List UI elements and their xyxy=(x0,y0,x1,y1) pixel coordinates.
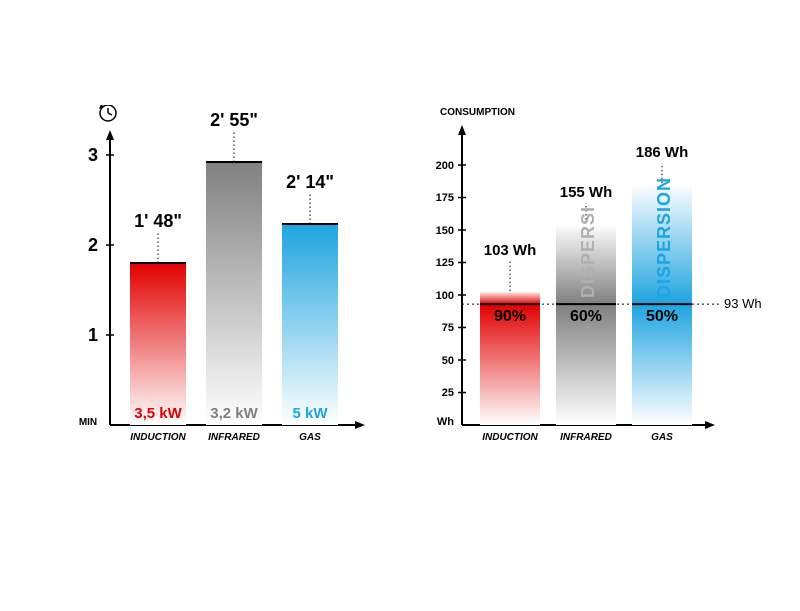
svg-text:GAS: GAS xyxy=(651,432,673,443)
cons-top-infrared: 155 Wh xyxy=(560,184,613,201)
dispersion-infrared: DISPERSI xyxy=(578,206,598,298)
time-top-induction: 1' 48" xyxy=(134,211,182,231)
time-bottom-gas: 5 kW xyxy=(292,405,328,422)
xtick-infrared: INFRARED xyxy=(208,432,260,443)
svg-text:25: 25 xyxy=(442,387,454,399)
svg-text:50: 50 xyxy=(442,355,454,367)
cons-top-gas: 186 Wh xyxy=(636,144,689,161)
reference-label: 93 Wh xyxy=(724,296,762,311)
pct-infrared: 60% xyxy=(570,308,602,325)
time-bottom-induction: 3,5 kW xyxy=(134,405,182,422)
xtick-gas: GAS xyxy=(299,432,321,443)
pct-gas: 50% xyxy=(646,308,678,325)
svg-text:100: 100 xyxy=(436,290,454,302)
ytick-2: 2 xyxy=(88,235,98,255)
time-chart: 1 2 3 MIN 1' 48" 3,5 kW INDUCTION 2' 55"… xyxy=(70,105,390,475)
bar-c-induction: 103 Wh 90% INDUCTION xyxy=(480,242,540,443)
pct-induction: 90% xyxy=(494,308,526,325)
svg-text:INFRARED: INFRARED xyxy=(560,432,612,443)
bar-infrared: 2' 55" 3,2 kW INFRARED xyxy=(206,110,262,443)
consumption-title: CONSUMPTION xyxy=(440,107,515,118)
xtick-induction: INDUCTION xyxy=(130,432,186,443)
svg-text:125: 125 xyxy=(436,257,454,269)
clock-icon xyxy=(99,105,116,121)
bar-c-infrared: 155 Wh DISPERSI 60% INFRARED xyxy=(556,184,616,443)
bar-gas: 2' 14" 5 kW GAS xyxy=(282,172,338,443)
svg-text:200: 200 xyxy=(436,160,454,172)
time-top-infrared: 2' 55" xyxy=(210,110,258,130)
svg-text:INDUCTION: INDUCTION xyxy=(482,432,538,443)
ytick-1: 1 xyxy=(88,325,98,345)
time-ylabel: MIN xyxy=(79,417,97,428)
svg-text:75: 75 xyxy=(442,322,454,334)
time-top-gas: 2' 14" xyxy=(286,172,334,192)
ytick-3: 3 xyxy=(88,145,98,165)
bar-induction: 1' 48" 3,5 kW INDUCTION xyxy=(130,211,187,443)
svg-text:150: 150 xyxy=(436,225,454,237)
bar-c-gas: 186 Wh DISPERSION 50% GAS xyxy=(632,144,692,443)
time-bottom-infrared: 3,2 kW xyxy=(210,405,258,422)
consumption-ylabel: Wh xyxy=(437,416,454,428)
svg-text:175: 175 xyxy=(436,192,454,204)
cons-top-induction: 103 Wh xyxy=(484,242,537,259)
dispersion-gas: DISPERSION xyxy=(654,177,674,298)
consumption-chart: CONSUMPTION 25 50 75 100 125 150 175 200… xyxy=(410,105,770,475)
